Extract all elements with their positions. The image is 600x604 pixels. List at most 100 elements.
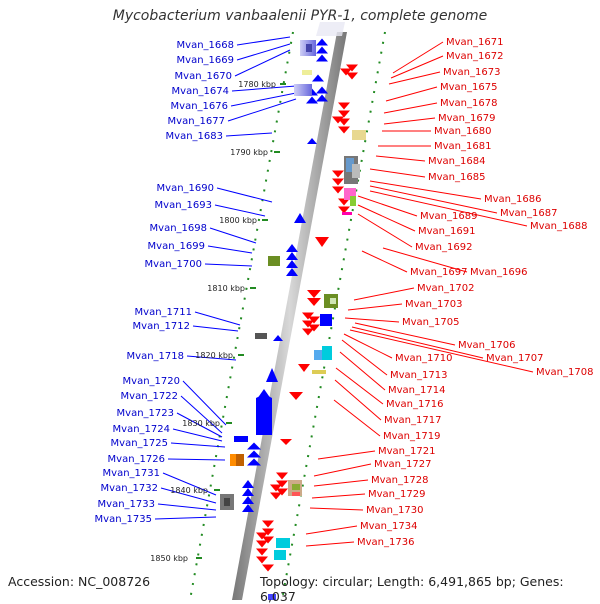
gene-label-right[interactable]: Mvan_1679	[438, 113, 495, 124]
gene-label-left[interactable]: Mvan_1722	[121, 391, 178, 402]
gene-block[interactable]	[255, 333, 267, 339]
forward-gene-arrow[interactable]	[242, 504, 254, 512]
gene-label-left[interactable]: Mvan_1733	[98, 499, 155, 510]
gene-label-right[interactable]: Mvan_1673	[443, 67, 500, 78]
gene-label-right[interactable]: Mvan_1729	[368, 489, 425, 500]
reverse-gene-arrow[interactable]	[262, 536, 274, 544]
forward-gene-arrow[interactable]	[306, 96, 318, 104]
reverse-gene-arrow[interactable]	[346, 64, 358, 72]
gene-label-left[interactable]: Mvan_1690	[157, 183, 214, 194]
gene-block[interactable]	[234, 436, 248, 442]
forward-gene-arrow[interactable]	[286, 268, 298, 276]
forward-gene-arrow[interactable]	[247, 458, 261, 466]
gene-label-left[interactable]: Mvan_1670	[175, 71, 232, 82]
gene-label-left[interactable]: Mvan_1712	[133, 321, 190, 332]
forward-gene-arrow[interactable]	[242, 480, 254, 488]
forward-gene-arrow[interactable]	[316, 46, 328, 54]
forward-gene-arrow[interactable]	[273, 335, 283, 341]
gene-label-right[interactable]: Mvan_1707	[486, 353, 543, 364]
gene-block[interactable]	[292, 484, 300, 490]
reverse-gene-arrow[interactable]	[332, 178, 344, 186]
reverse-gene-arrow[interactable]	[332, 170, 344, 178]
gene-features[interactable]	[220, 38, 366, 601]
gene-block[interactable]	[346, 158, 354, 172]
forward-gene-arrow[interactable]	[242, 488, 254, 496]
gene-label-right[interactable]: Mvan_1727	[374, 459, 431, 470]
reverse-gene-arrow[interactable]	[256, 540, 268, 548]
gene-label-right[interactable]: Mvan_1708	[536, 367, 593, 378]
reverse-gene-arrow[interactable]	[338, 110, 350, 118]
forward-gene-arrow[interactable]	[316, 54, 328, 62]
gene-label-right[interactable]: Mvan_1736	[357, 537, 414, 548]
gene-block[interactable]	[314, 350, 322, 360]
reverse-gene-arrow[interactable]	[302, 312, 314, 320]
gene-label-left[interactable]: Mvan_1676	[171, 101, 228, 112]
reverse-gene-arrow[interactable]	[270, 492, 282, 500]
gene-label-right[interactable]: Mvan_1717	[384, 415, 441, 426]
reverse-gene-arrow[interactable]	[262, 520, 274, 528]
reverse-gene-arrow[interactable]	[308, 324, 320, 332]
gene-label-left[interactable]: Mvan_1711	[135, 307, 192, 318]
gene-block[interactable]	[268, 256, 280, 266]
gene-label-right[interactable]: Mvan_1728	[371, 475, 428, 486]
reverse-gene-arrow[interactable]	[308, 316, 320, 324]
gene-block[interactable]	[306, 44, 312, 52]
forward-gene-arrow[interactable]	[256, 396, 272, 435]
gene-label-right[interactable]: Mvan_1696	[470, 267, 527, 278]
forward-gene-arrow[interactable]	[266, 368, 278, 382]
gene-label-right[interactable]: Mvan_1697	[410, 267, 467, 278]
gene-block[interactable]	[352, 130, 366, 140]
gene-label-right[interactable]: Mvan_1710	[395, 353, 452, 364]
gene-label-right[interactable]: Mvan_1686	[484, 194, 541, 205]
reverse-gene-arrow[interactable]	[298, 364, 310, 372]
forward-gene-arrow[interactable]	[294, 213, 306, 223]
gene-label-left[interactable]: Mvan_1723	[117, 408, 174, 419]
gene-label-left[interactable]: Mvan_1669	[177, 55, 234, 66]
reverse-gene-arrow[interactable]	[256, 532, 268, 540]
reverse-gene-arrow[interactable]	[302, 328, 314, 336]
gene-label-left[interactable]: Mvan_1700	[145, 259, 202, 270]
forward-gene-arrow[interactable]	[286, 260, 298, 268]
gene-label-right[interactable]: Mvan_1730	[366, 505, 423, 516]
gene-label-left[interactable]: Mvan_1726	[108, 454, 165, 465]
reverse-gene-arrow[interactable]	[315, 237, 329, 247]
gene-label-left[interactable]: Mvan_1718	[127, 351, 184, 362]
forward-gene-arrow[interactable]	[316, 38, 328, 46]
gene-block[interactable]	[312, 370, 326, 374]
reverse-gene-arrow[interactable]	[346, 72, 358, 80]
gene-label-left[interactable]: Mvan_1683	[166, 131, 223, 142]
reverse-gene-arrow[interactable]	[256, 556, 268, 564]
forward-gene-arrow[interactable]	[247, 450, 261, 458]
gene-label-left[interactable]: Mvan_1732	[101, 483, 158, 494]
gene-block[interactable]	[342, 212, 352, 215]
gene-block[interactable]	[330, 298, 336, 304]
gene-label-right[interactable]: Mvan_1721	[378, 446, 435, 457]
reverse-gene-arrow[interactable]	[338, 206, 350, 214]
gene-label-left[interactable]: Mvan_1668	[177, 40, 234, 51]
gene-block[interactable]	[224, 498, 230, 506]
reverse-gene-arrow[interactable]	[276, 488, 288, 496]
gene-label-right[interactable]: Mvan_1675	[440, 82, 497, 93]
reverse-gene-arrow[interactable]	[256, 548, 268, 556]
gene-label-right[interactable]: Mvan_1678	[440, 98, 497, 109]
gene-label-left[interactable]: Mvan_1724	[113, 424, 170, 435]
forward-gene-arrow[interactable]	[307, 138, 317, 144]
gene-label-right[interactable]: Mvan_1702	[417, 283, 474, 294]
reverse-gene-arrow[interactable]	[340, 68, 352, 76]
gene-label-right[interactable]: Mvan_1688	[530, 221, 587, 232]
gene-block[interactable]	[320, 314, 332, 326]
forward-gene-arrow[interactable]	[312, 74, 324, 82]
gene-label-right[interactable]: Mvan_1705	[402, 317, 459, 328]
gene-label-left[interactable]: Mvan_1699	[148, 241, 205, 252]
gene-label-right[interactable]: Mvan_1680	[434, 126, 491, 137]
reverse-gene-arrow[interactable]	[307, 298, 321, 306]
gene-label-right[interactable]: Mvan_1706	[458, 340, 515, 351]
forward-gene-arrow[interactable]	[286, 252, 298, 260]
reverse-gene-arrow[interactable]	[307, 290, 321, 298]
gene-label-right[interactable]: Mvan_1734	[360, 521, 417, 532]
gene-block[interactable]	[350, 196, 356, 206]
gene-label-left[interactable]: Mvan_1693	[155, 200, 212, 211]
reverse-gene-arrow[interactable]	[338, 198, 350, 206]
reverse-gene-arrow[interactable]	[332, 186, 344, 194]
